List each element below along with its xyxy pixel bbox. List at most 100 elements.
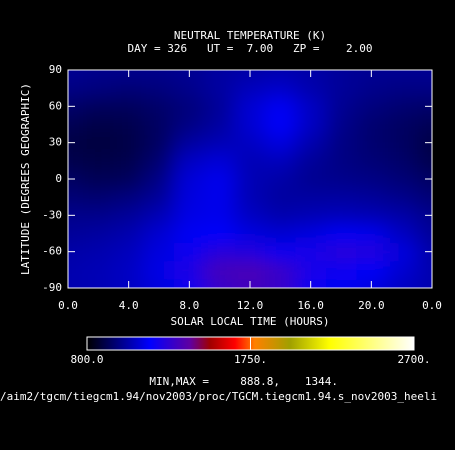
- heatmap-cell: [204, 188, 236, 207]
- heatmap-cell: [174, 206, 205, 225]
- heatmap-cell: [295, 115, 327, 135]
- heatmap-cell: [113, 97, 145, 116]
- y-tick-label: 90: [49, 63, 62, 76]
- heatmap-cell: [234, 188, 266, 207]
- heatmap-cell: [386, 260, 418, 280]
- heatmap-cell: [386, 133, 418, 153]
- heatmap-cell: [416, 169, 432, 189]
- heatmap-cell: [356, 169, 387, 189]
- heatmap-cell: [204, 206, 236, 225]
- heatmap-cell: [416, 115, 432, 135]
- heatmap-cell: [234, 97, 266, 116]
- heatmap-cell: [204, 278, 236, 288]
- heatmap-cell: [416, 151, 432, 171]
- heatmap-cell: [295, 260, 327, 280]
- heatmap-cell: [143, 278, 175, 288]
- heatmap-cell: [174, 242, 205, 262]
- heatmap-cell: [386, 278, 418, 288]
- heatmap-cell: [174, 169, 205, 189]
- heatmap-cell: [83, 133, 114, 153]
- heatmap-cell: [113, 260, 145, 280]
- heatmap-cell: [325, 169, 357, 189]
- heatmap-cell: [234, 169, 266, 189]
- heatmap-cell: [143, 133, 175, 153]
- heatmap-cell: [83, 97, 114, 116]
- heatmap-cell: [68, 188, 84, 207]
- y-tick-label: 0: [55, 172, 62, 185]
- heatmap-cell: [113, 188, 145, 207]
- heatmap-cell: [143, 169, 175, 189]
- heatmap-cell: [204, 70, 236, 80]
- heatmap-cell: [325, 133, 357, 153]
- heatmap-cell: [416, 79, 432, 98]
- x-tick-label: 8.0: [179, 299, 199, 312]
- heatmap-cell: [265, 97, 296, 116]
- heatmap-cell: [265, 242, 296, 262]
- heatmap-cell: [234, 133, 266, 153]
- heatmap-cell: [295, 206, 327, 225]
- heatmap-cell: [265, 278, 296, 288]
- heatmap-cell: [83, 79, 114, 98]
- heatmap-cell: [234, 151, 266, 171]
- heatmap-cell: [174, 115, 205, 135]
- heatmap-cell: [143, 70, 175, 80]
- heatmap-cell: [325, 79, 357, 98]
- heatmap-cell: [83, 242, 114, 262]
- heatmap-cell: [204, 260, 236, 280]
- heatmap-cell: [113, 133, 145, 153]
- heatmap-cell: [265, 188, 296, 207]
- heatmap-cell: [113, 115, 145, 135]
- max-value: 1344.: [305, 375, 338, 388]
- heatmap-cell: [174, 133, 205, 153]
- heatmap-cell: [356, 79, 387, 98]
- heatmap-cell: [265, 115, 296, 135]
- heatmap-cell: [174, 260, 205, 280]
- heatmap-cell: [204, 115, 236, 135]
- heatmap-cell: [265, 224, 296, 244]
- x-tick-label: 0.0: [58, 299, 78, 312]
- heatmap-cell: [113, 206, 145, 225]
- heatmap-cell: [68, 278, 84, 288]
- heatmap-cell: [386, 151, 418, 171]
- heatmap-cell: [143, 97, 175, 116]
- heatmap-cell: [143, 79, 175, 98]
- heatmap-cell: [68, 224, 84, 244]
- heatmap-cell: [113, 169, 145, 189]
- heatmap-cell: [356, 115, 387, 135]
- heatmap-cell: [356, 242, 387, 262]
- x-axis-label: SOLAR LOCAL TIME (HOURS): [171, 315, 330, 328]
- heatmap-cell: [174, 188, 205, 207]
- heatmap-cell: [295, 188, 327, 207]
- heatmap-cell: [265, 169, 296, 189]
- heatmap-cell: [204, 97, 236, 116]
- y-axis-label: LATITUDE (DEGREES GEOGRAPHIC): [19, 83, 32, 275]
- heatmap-cell: [265, 79, 296, 98]
- heatmap-cell: [83, 224, 114, 244]
- plot-area: [68, 70, 432, 288]
- heatmap-cell: [83, 169, 114, 189]
- heatmap-cell: [68, 133, 84, 153]
- heatmap-cell: [416, 224, 432, 244]
- heatmap-cell: [234, 115, 266, 135]
- heatmap-cell: [265, 133, 296, 153]
- heatmap-cell: [325, 206, 357, 225]
- x-tick-label: 16.0: [297, 299, 324, 312]
- heatmap-cell: [204, 79, 236, 98]
- heatmap-cell: [416, 206, 432, 225]
- heatmap-cell: [143, 260, 175, 280]
- heatmap-cell: [204, 224, 236, 244]
- heatmap-cell: [204, 169, 236, 189]
- heatmap-cell: [356, 260, 387, 280]
- min-max-label: MIN,MAX =: [149, 375, 209, 388]
- x-tick-label: 20.0: [358, 299, 385, 312]
- heatmap-cell: [68, 70, 84, 80]
- y-tick-label: -90: [42, 281, 62, 294]
- heatmap-cell: [356, 151, 387, 171]
- chart-title: NEUTRAL TEMPERATURE (K): [174, 29, 326, 42]
- heatmap-cell: [83, 260, 114, 280]
- heatmap-cell: [234, 206, 266, 225]
- heatmap-cell: [83, 278, 114, 288]
- x-tick-label: 0.0: [422, 299, 442, 312]
- heatmap-cell: [386, 70, 418, 80]
- heatmap-cell: [174, 79, 205, 98]
